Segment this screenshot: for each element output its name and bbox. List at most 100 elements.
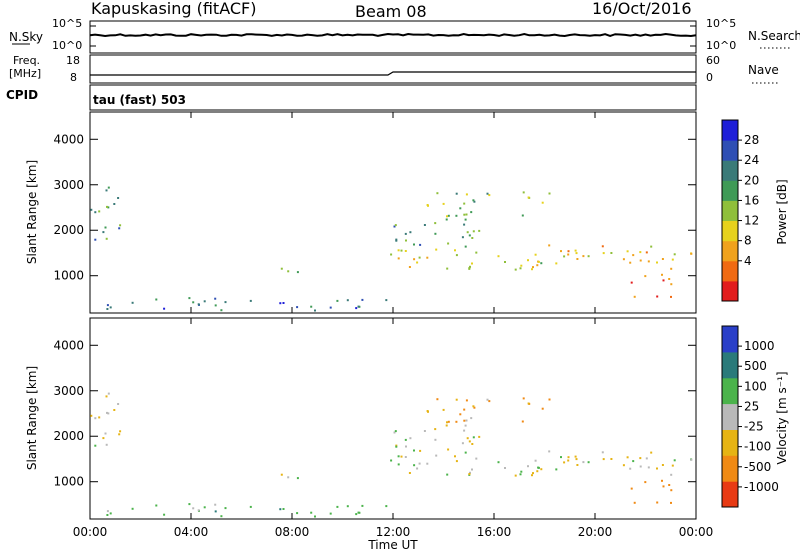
colorbar-tick-label: 4 bbox=[744, 254, 752, 268]
velocity-cell bbox=[670, 501, 672, 504]
y-tick-label: 1000 bbox=[53, 269, 84, 283]
velocity-cell bbox=[94, 444, 97, 447]
velocity-cell bbox=[478, 435, 481, 438]
velocity-cell bbox=[395, 445, 398, 448]
velocity-cell bbox=[287, 476, 290, 479]
velocity-cell bbox=[534, 459, 537, 462]
power-cell bbox=[541, 201, 544, 204]
power-cell bbox=[336, 299, 339, 302]
velocity-cell bbox=[104, 432, 107, 435]
power-cell bbox=[413, 243, 415, 246]
power-cell bbox=[459, 207, 462, 210]
power-panel: 4000 3000 2000 1000 Slant Range [km] 28 24 20… bbox=[25, 111, 789, 314]
velocity-cell bbox=[626, 456, 629, 459]
velocity-cell bbox=[404, 456, 407, 458]
power-cell bbox=[454, 249, 456, 252]
velocity-cell bbox=[656, 501, 659, 504]
velocity-cell bbox=[346, 505, 349, 508]
velocity-cell bbox=[475, 457, 478, 460]
velocity-cell bbox=[633, 501, 636, 504]
power-colorbar: 28 24 20 16 12 8 4 bbox=[721, 119, 759, 302]
velocity-cell bbox=[280, 473, 283, 476]
velocity-cell bbox=[466, 437, 469, 440]
power-cell bbox=[622, 258, 625, 261]
velocity-cell bbox=[673, 459, 676, 462]
power-cell bbox=[647, 260, 650, 263]
power-cell bbox=[102, 231, 105, 234]
velocity-cell bbox=[610, 458, 613, 460]
power-cell bbox=[296, 271, 299, 274]
velocity-cell bbox=[355, 513, 358, 516]
power-cell bbox=[563, 255, 566, 258]
y-tick-label: 2000 bbox=[53, 429, 84, 443]
x-tick-label: 08:00 bbox=[275, 525, 310, 539]
velocity-cell bbox=[90, 414, 93, 417]
power-cell bbox=[404, 232, 407, 235]
velocity-cell bbox=[282, 508, 285, 510]
y-tick-label: 4000 bbox=[53, 338, 84, 352]
power-cell bbox=[650, 245, 653, 248]
power-cell bbox=[131, 301, 134, 304]
y-tick-label: 3000 bbox=[53, 384, 84, 398]
colorbar-swatch bbox=[722, 120, 738, 141]
x-tick-label: 12:00 bbox=[376, 525, 411, 539]
power-cell bbox=[662, 279, 665, 282]
power-cell bbox=[629, 261, 632, 264]
power-cell bbox=[105, 189, 108, 192]
power-cell bbox=[486, 192, 489, 195]
colorbar-swatch bbox=[722, 220, 738, 242]
velocity-cell bbox=[105, 395, 108, 398]
nsearch-label: N.Search bbox=[748, 29, 800, 43]
x-tick-label: 04:00 bbox=[174, 525, 209, 539]
velocity-cell bbox=[397, 455, 400, 458]
velocity-cell bbox=[471, 443, 474, 445]
colorbar-tick-label: 25 bbox=[744, 399, 759, 413]
nave-label: Nave bbox=[748, 63, 779, 77]
velocity-cell bbox=[454, 455, 456, 458]
velocity-cell bbox=[413, 464, 416, 467]
velocity-cell bbox=[107, 392, 110, 395]
power-cell bbox=[192, 301, 195, 304]
velocity-cell bbox=[249, 505, 252, 508]
colorbar-swatch bbox=[722, 377, 738, 405]
power-cell bbox=[442, 202, 445, 205]
date-title: 16/Oct/2016 bbox=[592, 0, 692, 18]
power-cell bbox=[418, 256, 421, 259]
velocity-colorbar: 1000 500 100 25 -25 -100 -500 -1000 bbox=[721, 325, 779, 508]
power-cell bbox=[471, 237, 474, 239]
velocity-cell bbox=[408, 472, 411, 474]
noise-panel: N.Sky 10^5 10^0 10^5 10^0 N.Search bbox=[9, 17, 800, 54]
cpid-label: CPID bbox=[6, 88, 38, 102]
velocity-cell bbox=[400, 455, 403, 458]
power-cell bbox=[497, 255, 500, 258]
velocity-cell bbox=[106, 514, 109, 516]
colorbar-swatch bbox=[722, 455, 738, 482]
power-cell bbox=[197, 303, 200, 306]
colorbar-swatch bbox=[722, 481, 738, 508]
power-cell bbox=[567, 253, 570, 256]
velocity-cell bbox=[113, 409, 116, 411]
power-cell bbox=[464, 218, 467, 221]
power-cell bbox=[109, 306, 112, 309]
velocity-cell bbox=[650, 451, 653, 454]
power-cell bbox=[163, 307, 166, 310]
power-cell bbox=[567, 250, 570, 253]
velocity-cell bbox=[469, 471, 471, 474]
velocity-cell bbox=[442, 408, 445, 411]
power-cell bbox=[408, 266, 411, 268]
velocity-cell bbox=[560, 456, 562, 459]
colorbar-tick-label: -25 bbox=[744, 420, 764, 434]
power-cell bbox=[534, 253, 537, 256]
velocity-cell bbox=[471, 468, 473, 471]
colorbar-tick-label: 12 bbox=[744, 214, 759, 228]
power-cell bbox=[671, 258, 674, 261]
power-cell bbox=[282, 302, 285, 304]
velocity-cell bbox=[203, 506, 206, 509]
power-data bbox=[90, 186, 693, 312]
velocity-cell bbox=[576, 464, 579, 466]
power-cell bbox=[106, 205, 108, 208]
velocity-cell bbox=[106, 510, 109, 513]
velocity-cell bbox=[661, 479, 663, 482]
y-tick-label: 2000 bbox=[53, 223, 84, 237]
